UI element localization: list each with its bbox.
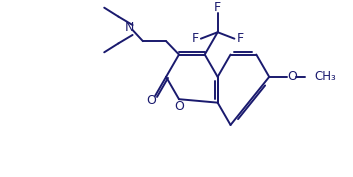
Text: N: N bbox=[125, 21, 134, 33]
Text: F: F bbox=[214, 1, 221, 15]
Text: F: F bbox=[191, 32, 198, 45]
Text: CH₃: CH₃ bbox=[314, 70, 336, 83]
Text: O: O bbox=[174, 100, 184, 113]
Text: O: O bbox=[287, 70, 297, 83]
Text: F: F bbox=[237, 32, 244, 45]
Text: O: O bbox=[146, 94, 156, 107]
